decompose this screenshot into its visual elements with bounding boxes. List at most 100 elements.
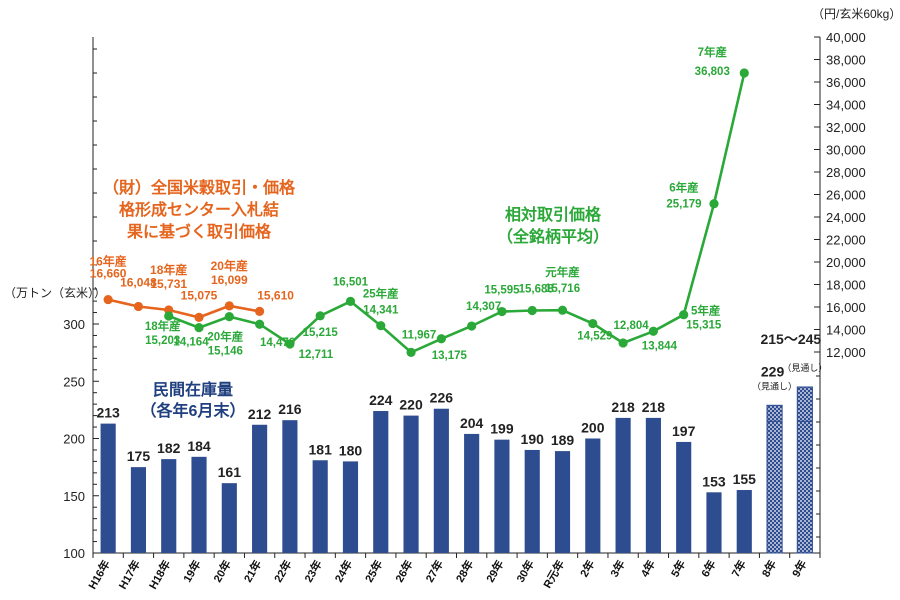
stock-bar (706, 492, 722, 553)
bar-value-label: 212 (248, 406, 272, 422)
left-tick-label: 150 (63, 489, 85, 504)
bar-value-label: 180 (339, 442, 363, 458)
category-label: 27年 (422, 558, 446, 585)
stock-bar (221, 483, 237, 553)
right-tick-label: 20,000 (826, 255, 866, 270)
relative-year-label: 7年産 (698, 45, 727, 59)
category-label: 5年 (668, 558, 689, 580)
stock-annotation: 民間在庫量 （各年6月末） (141, 380, 246, 420)
stock-bar (100, 423, 116, 553)
category-label: 19年 (180, 558, 204, 585)
green-annotation-line: 相対取引価格 (505, 205, 602, 224)
relative-price-label: 12,804 (614, 320, 650, 332)
bar-value-label: 155 (733, 471, 757, 487)
auction-year-label: 16年産 (89, 254, 126, 269)
bar-value-label: 184 (187, 438, 211, 454)
data-labels: 213 175 182 184 161 212 216 181 180 224 220 226 204 1… (89, 45, 827, 489)
category-label: 26年 (392, 558, 416, 585)
relative-price-label: 15,146 (208, 346, 243, 358)
relative-price-label: 14,164 (173, 337, 209, 349)
stock-bar (373, 411, 389, 553)
orange-annotation-line: 格形成センター入札結 (119, 200, 279, 219)
stock-bar (403, 415, 419, 553)
relative-price-label: 13,175 (432, 350, 468, 362)
bar-value-label: 216 (278, 401, 302, 417)
auction-price-point (255, 306, 265, 316)
relative-price-point (467, 321, 477, 331)
relative-price-point (618, 338, 628, 348)
category-label: 3年 (607, 558, 628, 580)
bar-value-label: 199 (490, 421, 514, 437)
right-tick-label: 22,000 (826, 233, 866, 248)
category-label: 21年 (240, 558, 264, 585)
stock-bar (554, 451, 571, 553)
relative-price-label: 14,307 (466, 301, 501, 313)
relative-price-label: 12,711 (299, 349, 334, 361)
orange-series-annotation: （財）全国米穀取引・価格 格形成センター入札結 果に基づく取引価格 (103, 178, 296, 241)
stock-bar (342, 461, 359, 553)
bar-value-label: 200 (581, 420, 605, 436)
relative-year-label: 5年産 (691, 304, 720, 318)
auction-price-label: 16,048 (120, 275, 157, 289)
relative-price-point (679, 310, 689, 320)
category-label: 4年 (637, 558, 658, 580)
bar-value-label: 181 (309, 441, 333, 457)
auction-price-label: 15,075 (181, 288, 218, 302)
bar-value-label: 220 (399, 397, 423, 413)
right-tick-label: 16,000 (826, 300, 866, 315)
forecast-note: （見通し） (782, 363, 827, 373)
relative-price-point (255, 319, 265, 329)
stock-bar (191, 456, 207, 553)
stock-bar (464, 433, 480, 553)
category-label: H16年 (85, 558, 113, 592)
right-tick-label: 32,000 (826, 120, 866, 135)
auction-price-point (103, 294, 113, 305)
left-tick-label: 250 (63, 374, 85, 389)
relative-price-label: 15,215 (303, 327, 339, 339)
relative-price-label: 36,803 (695, 66, 730, 78)
relative-price-label: 14,470 (260, 337, 295, 349)
category-label: 7年 (728, 558, 749, 580)
bar-value-label: 213 (96, 405, 120, 421)
relative-price-point (194, 323, 204, 333)
relative-price-point (436, 334, 446, 344)
auction-price-point (194, 312, 204, 323)
left-axis-title: （万トン（玄米）） (4, 285, 106, 300)
category-label: 25年 (362, 558, 386, 585)
relative-price-label: 15,688 (519, 284, 555, 296)
stock-annotation-line: 民間在庫量 (153, 380, 233, 399)
bar-value-label: 182 (157, 440, 181, 456)
relative-price-point (739, 68, 749, 78)
relative-price-point (285, 339, 295, 349)
relative-year-label: 元年産 (545, 265, 580, 279)
relative-price-point (376, 321, 386, 331)
relative-price-label: 14,529 (577, 331, 612, 343)
stock-bar (433, 408, 449, 553)
forecast-bar (796, 386, 813, 554)
auction-price-label: 15,731 (150, 277, 187, 291)
right-tick-label: 38,000 (826, 53, 866, 68)
bar-value-label: 215～245 (760, 331, 821, 347)
bar-value-label: 204 (460, 415, 484, 431)
relative-price-point (648, 326, 658, 336)
category-label: H18年 (146, 558, 174, 592)
category-label: 9年 (789, 558, 810, 580)
relative-price-point (315, 311, 325, 321)
left-tick-label: 200 (63, 432, 85, 447)
relative-price-label: 15,716 (545, 283, 580, 295)
bar-value-label: 190 (521, 431, 545, 447)
relative-price-point (557, 305, 568, 315)
relative-price-point (224, 312, 234, 322)
category-label: 2年 (577, 558, 598, 580)
relative-price-point (406, 347, 416, 357)
auction-price-label: 16,660 (90, 267, 127, 281)
category-label: 22年 (271, 558, 295, 585)
green-series-annotation: 相対取引価格 （全銘柄平均） (497, 205, 609, 246)
relative-price-point (497, 306, 507, 317)
auction-price-label: 15,610 (257, 288, 294, 302)
orange-annotation-line: 果に基づく取引価格 (126, 222, 272, 241)
right-tick-label: 26,000 (826, 188, 866, 203)
category-label: 8年 (758, 558, 779, 580)
right-tick-label: 30,000 (826, 143, 866, 158)
